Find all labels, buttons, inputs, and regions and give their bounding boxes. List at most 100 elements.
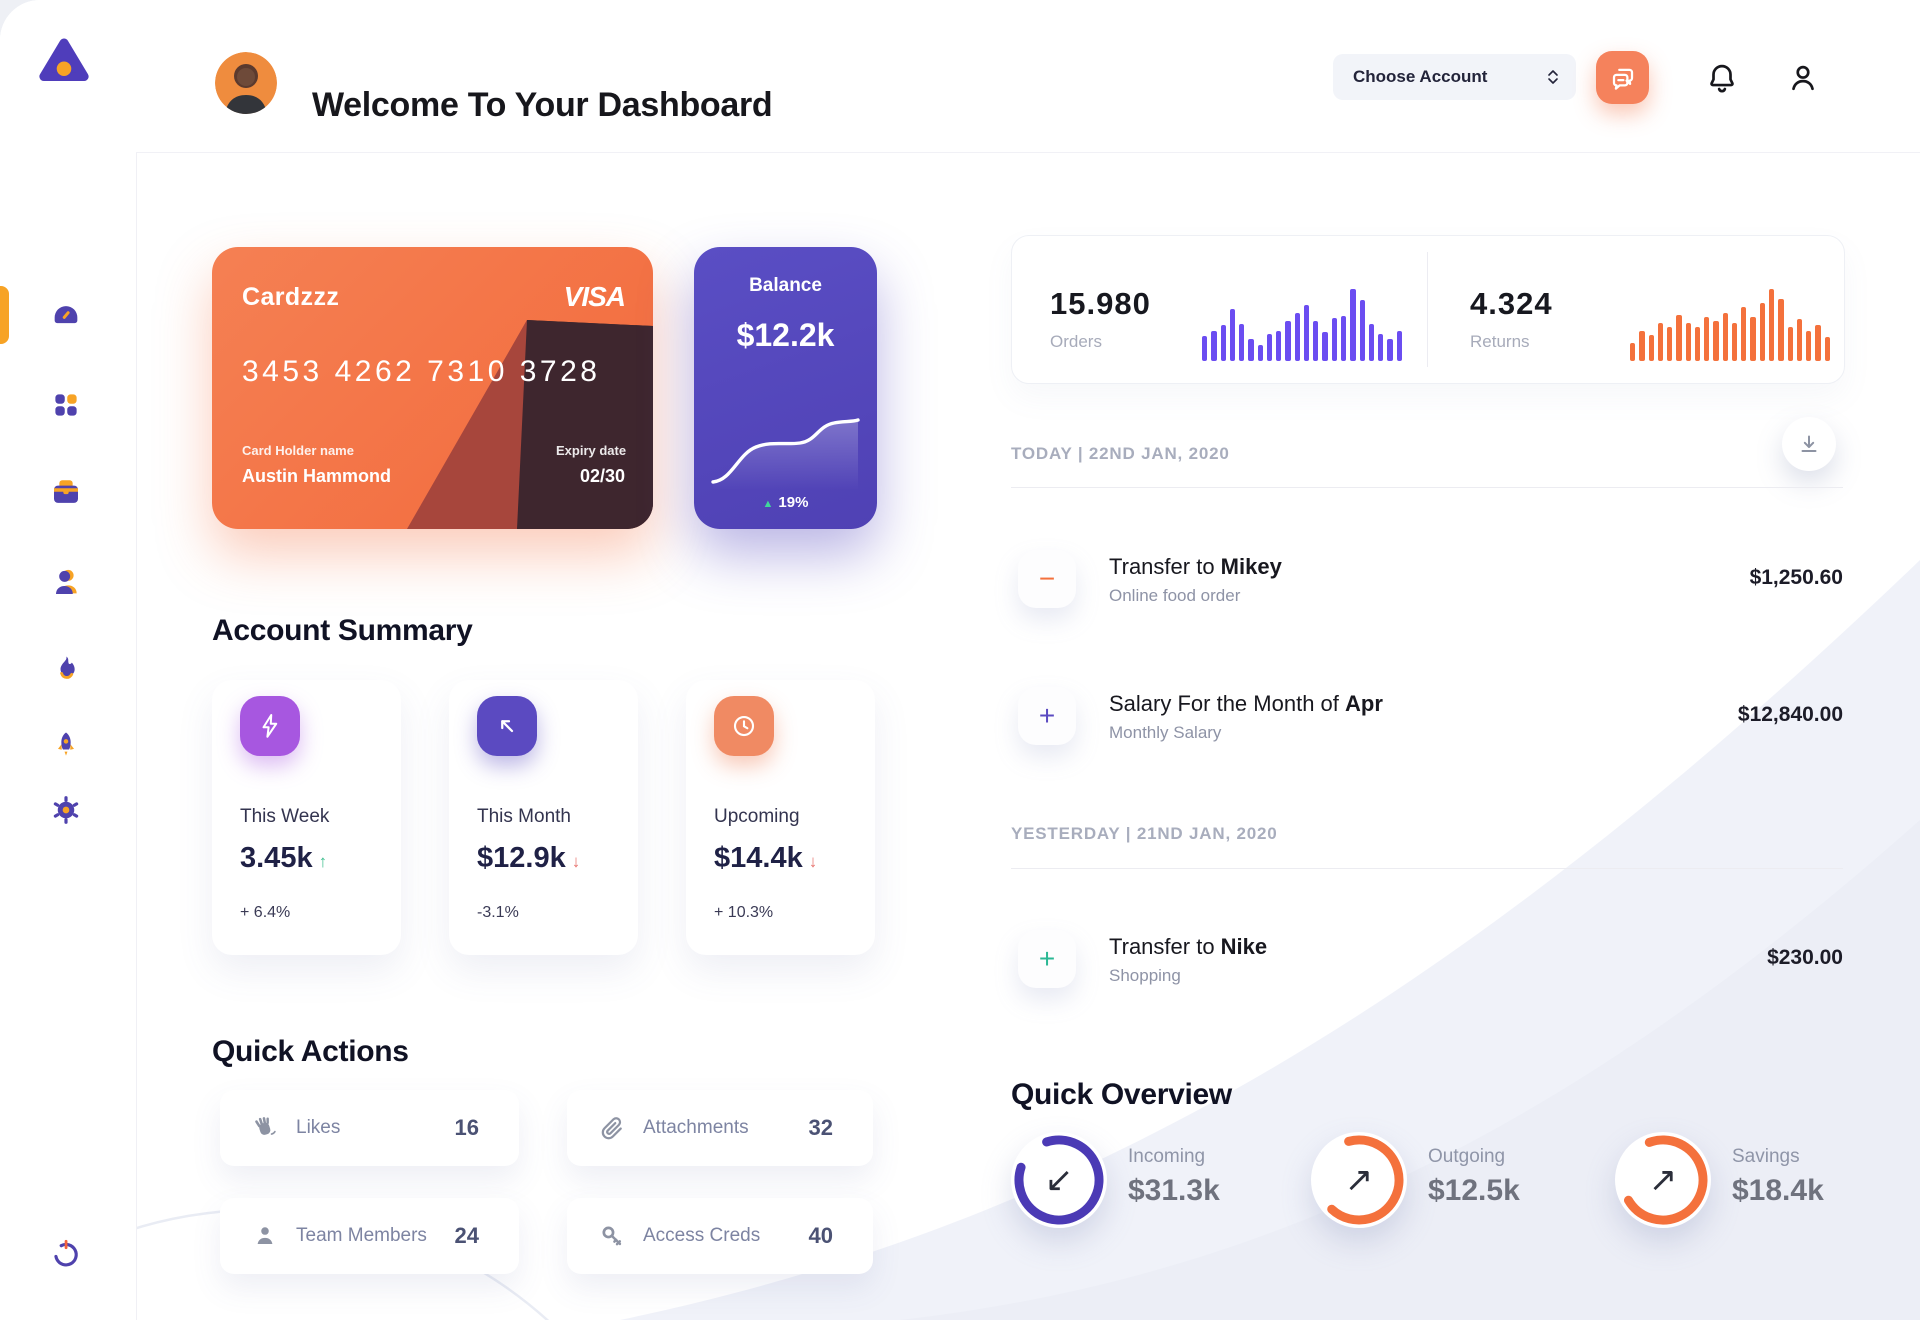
returns-label: Returns xyxy=(1470,332,1530,351)
quick-action-count: 32 xyxy=(808,1115,833,1140)
sidebar-item-contacts[interactable] xyxy=(44,560,88,604)
card-holder-label: Card Holder name xyxy=(242,443,354,458)
summary-delta: + 6.4% xyxy=(240,904,291,921)
choose-account-select[interactable]: Choose Account xyxy=(1333,54,1576,100)
quick-action-likes[interactable]: Likes 16 xyxy=(220,1090,519,1166)
expiry-label: Expiry date xyxy=(556,443,627,458)
speedometer-icon xyxy=(54,306,78,324)
gear-icon xyxy=(53,796,79,824)
sidebar-item-work[interactable] xyxy=(44,470,88,514)
quick-action-label: Attachments xyxy=(643,1117,749,1138)
balance-card[interactable]: Balance $12.2k ▲ 19% xyxy=(694,247,877,529)
incoming-ring: ↙ xyxy=(1011,1132,1107,1228)
overview-label: Incoming xyxy=(1128,1146,1206,1167)
overview-label: Outgoing xyxy=(1428,1146,1506,1167)
briefcase-icon xyxy=(54,480,78,503)
summary-card-this-month[interactable]: This Month $12.9k ↓ -3.1% xyxy=(449,680,638,955)
overview-value: $18.4k xyxy=(1732,1174,1824,1207)
sidebar-item-logout[interactable] xyxy=(44,1231,88,1275)
balance-change: ▲ 19% xyxy=(762,494,809,511)
transaction-title: Salary For the Month of Apr xyxy=(1109,691,1383,716)
transaction-row[interactable]: + Transfer to Nike Shopping $230.00 xyxy=(1011,930,1843,988)
transaction-subtitle: Monthly Salary xyxy=(1109,723,1222,742)
summary-value: $14.4k ↓ xyxy=(714,842,818,874)
active-nav-indicator xyxy=(0,286,9,344)
orders-bar-chart xyxy=(1202,286,1402,361)
quick-action-label: Likes xyxy=(296,1117,341,1138)
header: Welcome To Your Dashboard Choose Account xyxy=(136,0,1920,153)
trend-down-icon: ↓ xyxy=(808,852,818,871)
transaction-subtitle: Online food order xyxy=(1109,586,1241,605)
sidebar-item-trending[interactable] xyxy=(44,647,88,691)
balance-label: Balance xyxy=(749,275,822,296)
summary-label: Upcoming xyxy=(714,806,800,827)
sidebar xyxy=(0,0,137,1320)
notifications-button[interactable] xyxy=(1703,59,1741,97)
summary-card-upcoming[interactable]: Upcoming $14.4k ↓ + 10.3% xyxy=(686,680,875,955)
summary-delta: + 10.3% xyxy=(714,904,774,921)
card-number: 3453 4262 7310 3728 xyxy=(242,355,601,388)
arrow-down-left-icon: ↙ xyxy=(1044,1161,1074,1199)
summary-card-this-week[interactable]: This Week 3.45k ↑ + 6.4% xyxy=(212,680,401,955)
transaction-amount: $230.00 xyxy=(1767,946,1843,969)
quick-action-label: Access Creds xyxy=(643,1225,761,1246)
bell-icon xyxy=(1710,64,1734,93)
summary-label: This Week xyxy=(240,806,330,827)
divider xyxy=(1011,487,1843,488)
overview-value: $31.3k xyxy=(1128,1174,1220,1207)
transaction-row[interactable]: + Salary For the Month of Apr Monthly Sa… xyxy=(1011,687,1843,745)
chevron-updown-icon xyxy=(1548,70,1558,84)
sidebar-item-dashboard[interactable] xyxy=(44,294,88,338)
app-logo[interactable] xyxy=(36,34,92,90)
quick-action-access-creds[interactable]: Access Creds 40 xyxy=(567,1198,873,1274)
page-title: Welcome To Your Dashboard xyxy=(312,85,773,124)
arrow-up-icon: ▲ xyxy=(762,498,774,510)
quick-action-label: Team Members xyxy=(296,1225,427,1246)
returns-bar-chart xyxy=(1630,286,1830,361)
person-icon xyxy=(250,1221,280,1251)
orders-value: 15.980 xyxy=(1050,286,1151,321)
orders-label: Orders xyxy=(1050,332,1102,351)
credit-card[interactable]: Cardzzz VISA 3453 4262 7310 3728 Card Ho… xyxy=(212,247,653,529)
paperclip-icon xyxy=(597,1113,627,1143)
sidebar-item-settings[interactable] xyxy=(44,788,88,832)
user-icon xyxy=(56,569,77,594)
power-icon xyxy=(54,1239,78,1267)
overview-outgoing: ↗ Outgoing $12.5k xyxy=(1311,1132,1601,1232)
clock-icon xyxy=(714,696,774,756)
plus-icon: + xyxy=(1018,930,1076,988)
balance-value: $12.2k xyxy=(736,317,835,353)
quick-action-team-members[interactable]: Team Members 24 xyxy=(220,1198,519,1274)
card-holder-name: Austin Hammond xyxy=(242,466,392,486)
divider xyxy=(1011,868,1843,869)
quick-action-attachments[interactable]: Attachments 32 xyxy=(567,1090,873,1166)
transaction-row[interactable]: − Transfer to Mikey Online food order $1… xyxy=(1011,550,1843,608)
key-icon xyxy=(597,1221,627,1251)
card-nickname: Cardzzz xyxy=(242,283,340,311)
profile-icon xyxy=(1792,65,1814,91)
arrow-up-right-icon: ↗ xyxy=(1344,1161,1374,1199)
returns-value: 4.324 xyxy=(1470,286,1553,321)
overview-incoming: ↙ Incoming $31.3k xyxy=(1011,1132,1301,1232)
download-icon xyxy=(1801,435,1817,452)
download-button[interactable] xyxy=(1782,417,1836,471)
transaction-amount: $12,840.00 xyxy=(1737,703,1843,726)
overview-label: Savings xyxy=(1732,1146,1800,1167)
sidebar-item-launch[interactable] xyxy=(44,723,88,767)
sidebar-item-apps[interactable] xyxy=(44,383,88,427)
expiry-value: 02/30 xyxy=(580,466,626,486)
profile-button[interactable] xyxy=(1784,59,1822,97)
summary-delta: -3.1% xyxy=(477,904,519,921)
transaction-amount: $1,250.60 xyxy=(1749,566,1843,589)
balance-sparkline xyxy=(711,418,860,490)
rocket-icon xyxy=(58,732,74,756)
transaction-subtitle: Shopping xyxy=(1109,966,1181,985)
trend-down-icon: ↓ xyxy=(571,852,581,871)
messages-button[interactable] xyxy=(1596,51,1649,104)
minus-icon: − xyxy=(1018,550,1076,608)
avatar[interactable] xyxy=(215,52,277,114)
transaction-title: Transfer to Mikey xyxy=(1109,554,1282,579)
orders-returns-card: 15.980 Orders 4.324 Returns xyxy=(1011,235,1845,384)
quick-action-count: 40 xyxy=(808,1223,833,1248)
